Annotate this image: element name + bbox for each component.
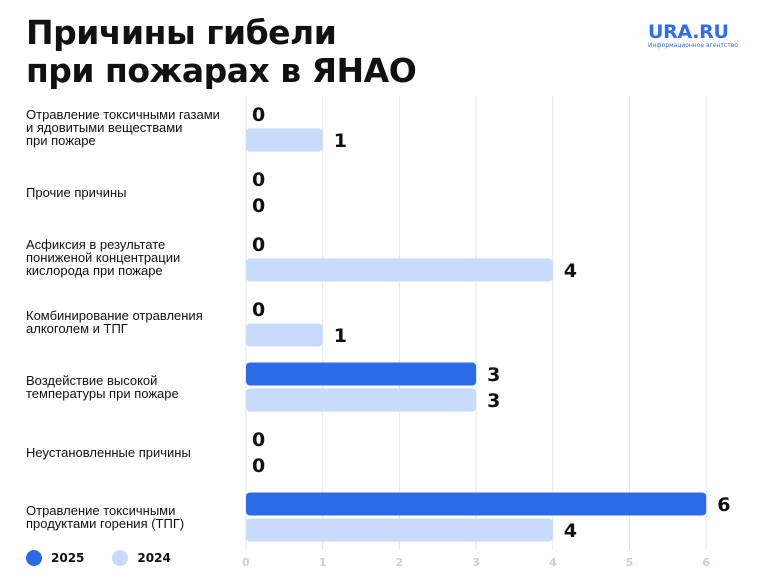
category-label-2-line-2: кислорода при пожаре — [26, 262, 163, 278]
brand-tagline: Информационное агентство — [648, 42, 738, 49]
bar-2024-2 — [246, 258, 553, 282]
category-label-3-line-0: Комбинирование отравления — [26, 308, 203, 323]
value-label-2024-4: 3 — [487, 390, 500, 412]
value-label-2024-1: 0 — [252, 195, 265, 217]
bar-2024-3 — [246, 323, 323, 347]
x-tick-label-4: 4 — [549, 556, 557, 569]
chart-legend: 2025 2024 — [26, 550, 199, 566]
legend-swatch-2025 — [26, 550, 42, 566]
legend-label-2024: 2024 — [137, 551, 171, 565]
category-label-2-line-0: Асфиксия в результате — [26, 236, 166, 252]
category-label-5: Неустановленные причины — [26, 446, 242, 459]
bar-2025-6 — [246, 492, 707, 516]
value-label-2025-3: 0 — [252, 299, 265, 321]
brand-name: URA.RU — [648, 21, 729, 43]
x-tick-label-5: 5 — [626, 556, 634, 569]
category-label-5-line-0: Неустановленные причины — [26, 444, 191, 460]
x-tick-label-0: 0 — [242, 556, 250, 569]
legend-swatch-2024 — [112, 550, 129, 566]
value-label-2024-2: 4 — [564, 260, 577, 282]
value-label-2025-5: 0 — [252, 429, 265, 451]
brand-logo: URA.RU Информационное агентство — [648, 22, 740, 50]
x-tick-label-2: 2 — [396, 556, 404, 569]
category-label-0: Отравление токсичными газами и ядовитыми … — [26, 108, 242, 147]
category-label-3-line-1: алкоголем и ТПГ — [26, 321, 128, 336]
category-label-4-line-1: температуры при пожаре — [26, 386, 179, 401]
category-label-6-line-0: Отравление токсичными — [26, 503, 176, 518]
bar-2024-4 — [246, 388, 477, 412]
category-label-0-line-1: и ядовитыми веществами — [26, 119, 183, 135]
category-label-0-line-2: при пожаре — [26, 132, 96, 148]
value-label-2025-1: 0 — [252, 169, 265, 191]
value-label-2024-5: 0 — [252, 455, 265, 477]
bar-2024-0 — [246, 128, 323, 152]
value-label-2024-0: 1 — [334, 130, 347, 152]
category-label-1-line-0: Прочие причины — [26, 184, 127, 200]
x-tick-label-1: 1 — [319, 556, 327, 569]
value-label-2025-4: 3 — [487, 364, 500, 386]
chart-title-line-1: Причины гибели — [26, 13, 337, 52]
category-label-4: Воздействие высокой температуры при пожар… — [26, 374, 242, 400]
value-label-2025-2: 0 — [252, 234, 265, 256]
value-label-2025-6: 6 — [717, 494, 730, 516]
bar-2024-6 — [246, 518, 553, 542]
chart-title-line-2: при пожарах в ЯНАО — [26, 51, 417, 90]
bar-2025-4 — [246, 362, 477, 386]
category-label-6-line-1: продуктами горения (ТПГ) — [26, 516, 185, 531]
category-label-1: Прочие причины — [26, 186, 242, 199]
category-label-2-line-1: пониженой концентрации — [26, 249, 181, 265]
category-label-3: Комбинирование отравления алкоголем и ТПГ — [26, 309, 242, 335]
category-label-6: Отравление токсичными продуктами горения … — [26, 504, 242, 530]
category-label-2: Асфиксия в результате пониженой концентра… — [26, 238, 242, 277]
value-label-2024-6: 4 — [564, 520, 577, 542]
value-label-2025-0: 0 — [252, 104, 265, 126]
category-label-0-line-0: Отравление токсичными газами — [26, 106, 220, 122]
value-label-2024-3: 1 — [334, 325, 347, 347]
chart-title: Причины гибели при пожарах в ЯНАО — [26, 13, 417, 90]
legend-label-2025: 2025 — [51, 551, 85, 565]
x-tick-label-3: 3 — [472, 556, 480, 569]
category-label-4-line-0: Воздействие высокой — [26, 373, 158, 388]
x-tick-label-6: 6 — [702, 556, 710, 569]
